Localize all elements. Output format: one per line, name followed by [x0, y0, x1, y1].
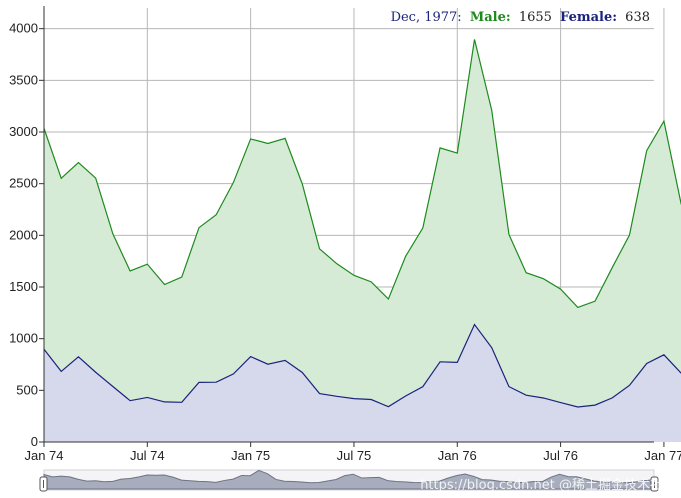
range-selector[interactable]	[39, 469, 659, 492]
y-tick-label: 1000	[9, 331, 38, 346]
x-tick-label: Jan 77	[644, 448, 681, 463]
watermark: https://blog.csdn.net @稀土掘金技术社区	[420, 477, 676, 493]
legend-male-value: 1655	[519, 10, 552, 25]
legend-female-value: 638	[625, 10, 650, 25]
male-series	[43, 39, 681, 442]
y-tick-label: 0	[31, 434, 38, 449]
female-line	[43, 323, 681, 408]
male-line	[43, 39, 681, 309]
x-tick-label: Jan 76	[438, 448, 477, 463]
x-tick-label: Jul 76	[543, 448, 578, 463]
axes	[43, 6, 654, 443]
legend-female-label: Female:	[560, 10, 617, 25]
x-tick-label: Jul 75	[337, 448, 372, 463]
legend-male-label: Male:	[470, 10, 511, 25]
y-tick-label: 500	[16, 382, 38, 397]
y-tick-label: 3000	[9, 124, 38, 139]
x-tick-labels: Jan 74 Jul 74 Jan 75 Jul 75 Jan 76 Jul 76 Jan …	[24, 442, 681, 463]
x-tick-label: Jan 74	[24, 448, 63, 463]
female-area	[44, 324, 681, 442]
y-tick-label: 3500	[9, 72, 38, 87]
x-tick-label: Jan 75	[231, 448, 270, 463]
y-tick-label: 2000	[9, 227, 38, 242]
male-area	[44, 39, 681, 442]
y-tick-label: 4000	[9, 21, 38, 36]
female-series	[43, 323, 681, 442]
y-tick-labels: 0 500 1000 1500 2000 2500 3000 3500 4000	[9, 21, 44, 449]
y-tick-label: 2500	[9, 176, 38, 191]
range-selector-mini-chart	[43, 469, 655, 490]
legend: Dec, 1977: Male: 1655 Female: 638	[391, 10, 650, 25]
y-tick-label: 1500	[9, 279, 38, 294]
legend-date: Dec, 1977:	[391, 10, 462, 25]
x-tick-label: Jul 74	[130, 448, 165, 463]
